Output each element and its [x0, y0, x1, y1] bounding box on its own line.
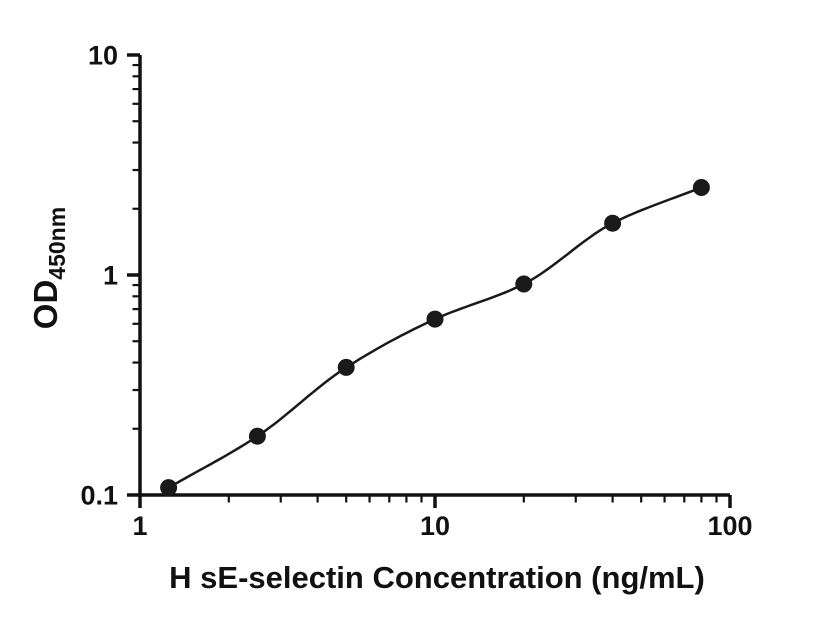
x-tick-label: 1 — [132, 511, 147, 541]
data-points — [160, 179, 710, 497]
y-axis-title-subscript: 450nm — [44, 207, 70, 280]
x-axis-title: H sE-selectin Concentration (ng/mL) — [169, 560, 705, 595]
fit-curve-line — [167, 186, 702, 489]
axis-tick-labels: 1 10 100 0.1 1 10 — [80, 40, 752, 541]
x-tick-label: 100 — [707, 511, 752, 541]
data-point — [160, 479, 178, 497]
data-point — [604, 214, 622, 232]
y-axis-title: OD450nm — [27, 207, 70, 329]
y-tick-label: 0.1 — [80, 480, 118, 510]
axis-lines — [138, 55, 730, 497]
axis-minor-ticks — [132, 63, 718, 503]
y-tick-label: 1 — [103, 260, 118, 290]
data-point — [692, 179, 710, 196]
data-point — [337, 358, 355, 376]
y-tick-label: 10 — [88, 40, 118, 70]
axis-major-ticks — [127, 53, 732, 508]
data-point — [515, 275, 533, 293]
y-axis-title-main: OD — [27, 280, 64, 330]
data-point — [426, 310, 444, 328]
data-point — [248, 427, 266, 445]
x-tick-label: 10 — [420, 511, 450, 541]
